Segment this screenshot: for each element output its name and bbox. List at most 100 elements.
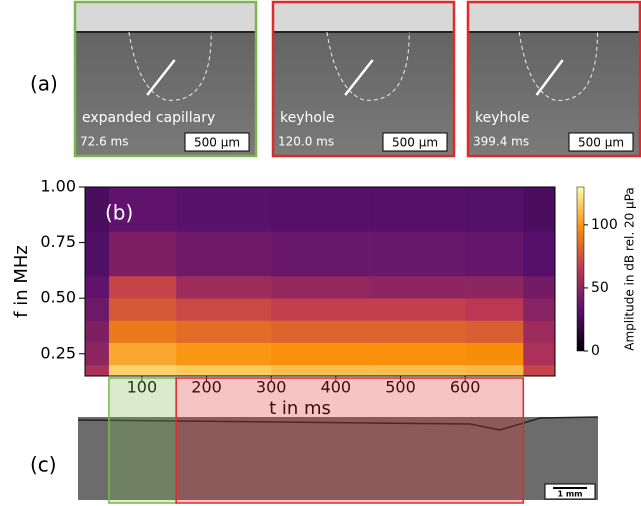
heatmap-cell: [85, 342, 110, 366]
y-tick-label: 0.25: [40, 343, 76, 362]
heatmap-cell: [176, 231, 272, 277]
heatmap-cell: [85, 231, 110, 277]
annotation: keyhole: [280, 110, 334, 126]
scale-label: 1 mm: [557, 490, 582, 499]
sem-top: [272, 2, 455, 32]
melt-pool-outline: [128, 31, 212, 101]
sem-panel: keyhole 120.0 ms 500 µm: [271, 0, 456, 158]
heatmap-cell: [271, 342, 369, 366]
heatmap-cell: [368, 364, 466, 377]
heatmap-cell: [523, 364, 556, 377]
colorbar: [576, 186, 585, 352]
timestamp: 399.4 ms: [473, 135, 529, 149]
heatmap-cell: [271, 275, 369, 299]
heatmap-cell: [465, 320, 524, 343]
heatmap-cell: [85, 187, 110, 232]
heatmap-cell: [523, 320, 556, 343]
heatmap-cell: [176, 320, 272, 343]
panel-label: (c): [30, 453, 57, 477]
x-tick-label: 200: [191, 378, 222, 397]
heatmap-cell: [176, 342, 272, 366]
x-tick-label: 100: [127, 378, 158, 397]
colorbar-tick-label: 100: [591, 217, 618, 233]
sem-image: [78, 417, 598, 500]
heatmap-cell: [523, 187, 556, 232]
y-tick-label: 0.75: [40, 232, 76, 251]
scale-label: 500 µm: [578, 136, 624, 150]
image-border: [271, 0, 456, 158]
heatmap-cell: [108, 320, 177, 343]
heatmap-cell: [368, 342, 466, 366]
arrow: [344, 59, 374, 96]
heatmap-cell: [368, 298, 466, 321]
sem-panel: keyhole 399.4 ms 500 µm: [466, 0, 641, 158]
heatmap-cell: [108, 231, 177, 277]
arrow: [535, 59, 564, 96]
arrow: [146, 59, 176, 96]
heatmap-cell: [85, 364, 110, 377]
sem-top: [74, 2, 257, 32]
panel-label: (b): [105, 201, 133, 225]
x-tick-label: 600: [450, 378, 481, 397]
highlight-region: [175, 377, 525, 504]
y-axis-label: f in MHz: [11, 245, 32, 318]
annotation: keyhole: [475, 110, 529, 126]
annotation: expanded capillary: [82, 110, 215, 126]
heatmap-cell: [465, 342, 524, 366]
heatmap-cell: [465, 231, 524, 277]
heatmap-cell: [465, 364, 524, 377]
heatmap-cell: [523, 298, 556, 321]
heatmap-cell: [523, 231, 556, 277]
heatmap-cell: [271, 320, 369, 343]
surface-line: [77, 416, 599, 431]
sem-panel: expanded capillary 72.6 ms 500 µm: [73, 0, 258, 158]
heatmap-cell: [368, 275, 466, 299]
colorbar-tick-label: 50: [591, 280, 609, 296]
heatmap-cell: [523, 342, 556, 366]
heatmap-cell: [108, 298, 177, 321]
heatmap-cell: [108, 342, 177, 366]
scale-label: 500 µm: [194, 136, 240, 150]
panel-label: (a): [30, 72, 58, 96]
heatmap-cell: [465, 298, 524, 321]
heatmap-cell: [85, 320, 110, 343]
heatmap-cell: [271, 187, 369, 232]
x-axis-label: t in ms: [269, 398, 331, 419]
melt-pool-outline: [518, 31, 598, 101]
colorbar-tick-label: 0: [591, 343, 600, 359]
x-tick-label: 500: [385, 378, 416, 397]
heatmap-cell: [176, 187, 272, 232]
y-tick-label: 1.00: [40, 177, 76, 196]
heatmap-cell: [271, 231, 369, 277]
scale-label: 500 µm: [392, 136, 438, 150]
heatmap-cell: [368, 320, 466, 343]
melt-pool-outline: [326, 31, 410, 101]
timestamp: 72.6 ms: [80, 135, 128, 149]
image-border: [73, 0, 258, 158]
heatmap-cell: [176, 298, 272, 321]
heatmap-cell: [85, 298, 110, 321]
scale-box: [568, 132, 634, 152]
heatmap-cell: [176, 364, 272, 377]
heatmap-cell: [176, 275, 272, 299]
timestamp: 120.0 ms: [278, 135, 334, 149]
heatmap-cell: [108, 364, 177, 377]
heatmap-cell: [465, 187, 524, 232]
heatmap-cell: [108, 275, 177, 299]
heatmap-cell: [108, 187, 177, 232]
heatmap-cell: [85, 275, 110, 299]
heatmap-cell: [368, 187, 466, 232]
highlight-region: [108, 377, 177, 504]
heatmap-cell: [271, 298, 369, 321]
scale-box: [184, 132, 250, 152]
x-tick-label: 400: [321, 378, 352, 397]
plot-frame: [84, 186, 556, 377]
x-tick-label: 300: [256, 378, 287, 397]
colorbar-label: Amplitude in dB rel. 20 µPa: [623, 187, 637, 351]
heatmap-cell: [368, 231, 466, 277]
scale-box: [382, 132, 448, 152]
heatmap-cell: [271, 364, 369, 377]
y-tick-label: 0.50: [40, 288, 76, 307]
image-border: [466, 0, 641, 158]
